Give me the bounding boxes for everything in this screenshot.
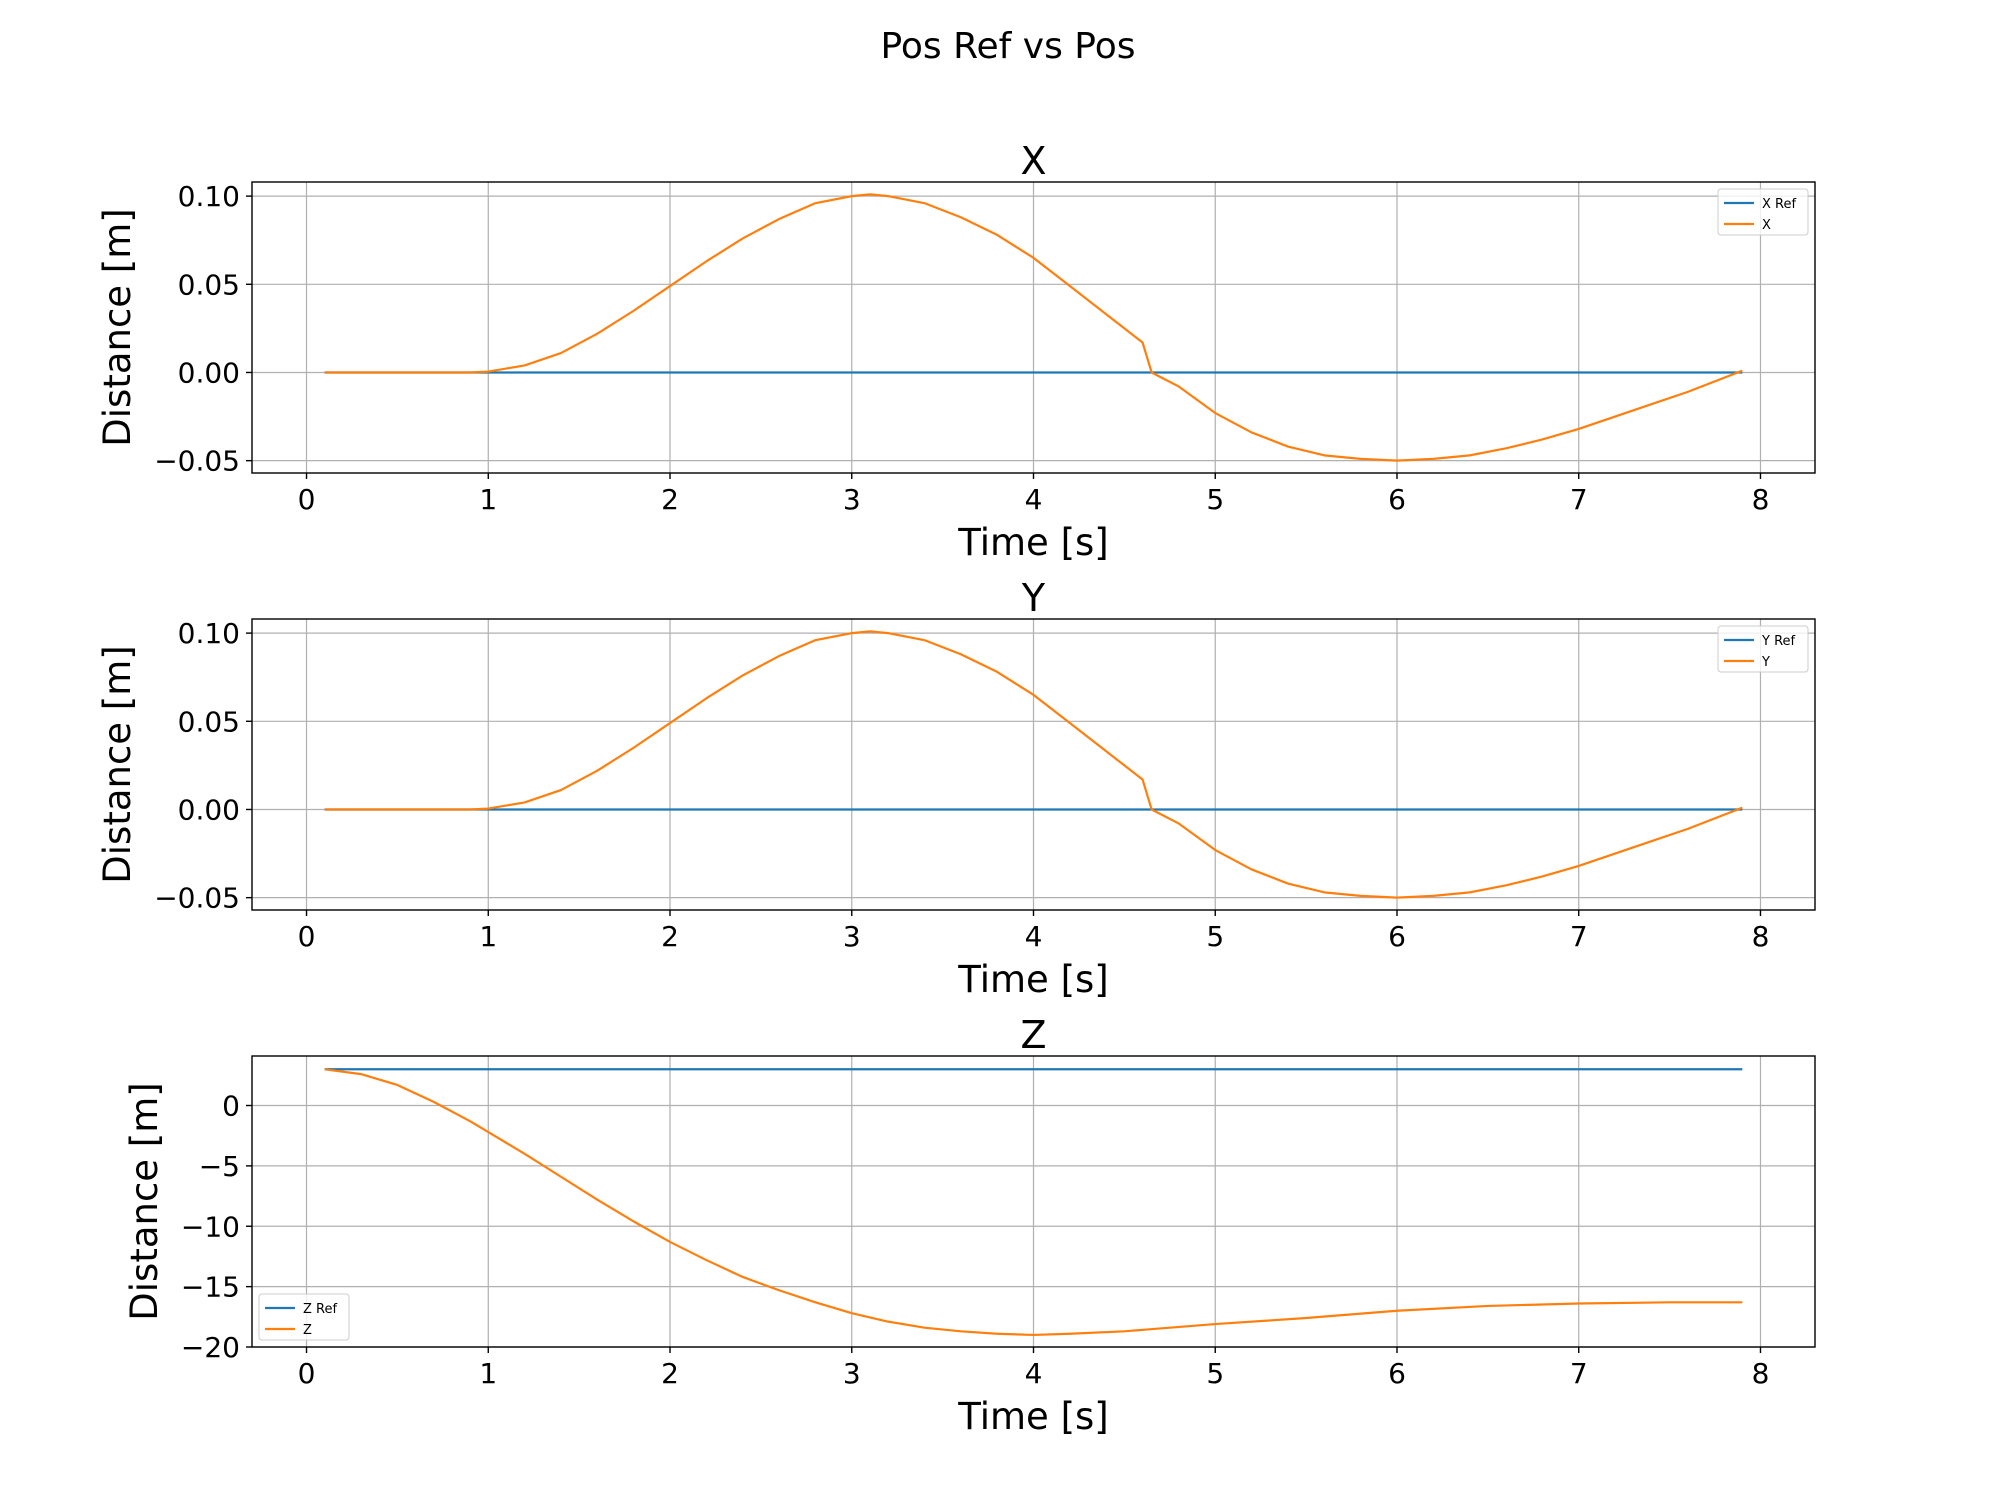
x-tick-label: 8 <box>1752 1357 1770 1390</box>
x-tick-label: 0 <box>298 483 316 516</box>
y-tick-label: 0.05 <box>178 268 240 301</box>
x-tick-label: 1 <box>479 483 497 516</box>
y-axis-label: Distance [m] <box>96 208 139 446</box>
legend: Y Ref Y <box>1717 625 1809 673</box>
legend-label: X Ref <box>1762 197 1796 212</box>
x-tick-label: 8 <box>1752 483 1770 516</box>
subplot-title: Z <box>1020 1013 1046 1057</box>
x-tick-label: 3 <box>843 483 861 516</box>
subplot-x: 0 1 2 3 4 5 6 7 8 −0.05 0.00 0.05 0.10 X Time [s] Dista… <box>96 139 1816 564</box>
series-line-z <box>324 1068 1743 1337</box>
figure-suptitle: Pos Ref vs Pos <box>880 26 1135 67</box>
x-tick-label: 1 <box>479 920 497 953</box>
x-tick-label: 5 <box>1206 920 1224 953</box>
legend: Z Ref Z <box>258 1293 350 1341</box>
y-tick-label: 0.00 <box>178 793 240 826</box>
y-tick-label: −10 <box>181 1210 240 1243</box>
x-tick-label: 2 <box>661 483 679 516</box>
x-tick-label: 5 <box>1206 483 1224 516</box>
legend-label: X <box>1762 218 1771 233</box>
y-tick-label: 0.10 <box>178 617 240 650</box>
x-tick-label: 6 <box>1388 1357 1406 1390</box>
x-tick-label: 4 <box>1025 920 1043 953</box>
legend-label: Z <box>303 1323 312 1338</box>
x-tick-label: 2 <box>661 1357 679 1390</box>
subplot-title: Y <box>1021 576 1046 620</box>
y-tick-label: −0.05 <box>154 445 240 478</box>
x-tick-label: 7 <box>1570 920 1588 953</box>
x-axis-label: Time [s] <box>957 521 1108 564</box>
x-tick-label: 3 <box>843 1357 861 1390</box>
x-tick-label: 7 <box>1570 1357 1588 1390</box>
x-tick-label: 7 <box>1570 483 1588 516</box>
y-tick-label: −15 <box>181 1271 240 1304</box>
subplot-z: 0 1 2 3 4 5 6 7 8 −20 −15 −10 −5 0 Z Time [s] Distance [… <box>123 1013 1816 1438</box>
y-tick-label: 0.00 <box>178 356 240 389</box>
y-axis-label: Distance [m] <box>96 645 139 883</box>
y-tick-label: −5 <box>199 1150 240 1183</box>
y-tick-label: 0.05 <box>178 705 240 738</box>
x-tick-label: 4 <box>1025 1357 1043 1390</box>
subplot-title: X <box>1020 139 1046 183</box>
legend-label: Y Ref <box>1761 634 1796 649</box>
legend-label: Z Ref <box>303 1302 337 1317</box>
x-tick-label: 8 <box>1752 920 1770 953</box>
legend: X Ref X <box>1717 188 1809 236</box>
x-tick-label: 2 <box>661 920 679 953</box>
x-axis-label: Time [s] <box>957 958 1108 1001</box>
y-tick-label: 0.10 <box>178 180 240 213</box>
y-tick-label: −0.05 <box>154 882 240 915</box>
y-axis-label: Distance [m] <box>123 1082 166 1320</box>
series-line-x <box>324 193 1743 462</box>
y-tick-label: −20 <box>181 1331 240 1364</box>
legend-label: Y <box>1761 655 1770 670</box>
x-tick-label: 0 <box>298 920 316 953</box>
subplot-y: 0 1 2 3 4 5 6 7 8 −0.05 0.00 0.05 0.10 Y Time [s] Dista… <box>96 576 1816 1001</box>
x-tick-label: 0 <box>298 1357 316 1390</box>
x-axis-label: Time [s] <box>957 1395 1108 1438</box>
x-tick-label: 5 <box>1206 1357 1224 1390</box>
x-tick-label: 6 <box>1388 483 1406 516</box>
y-tick-label: 0 <box>222 1090 240 1123</box>
x-tick-label: 4 <box>1025 483 1043 516</box>
x-tick-label: 1 <box>479 1357 497 1390</box>
subplots: 0 1 2 3 4 5 6 7 8 −0.05 0.00 0.05 0.10 X Time [s] Dista… <box>96 139 1816 1438</box>
x-tick-label: 6 <box>1388 920 1406 953</box>
x-tick-label: 3 <box>843 920 861 953</box>
series-line-y <box>324 630 1743 899</box>
